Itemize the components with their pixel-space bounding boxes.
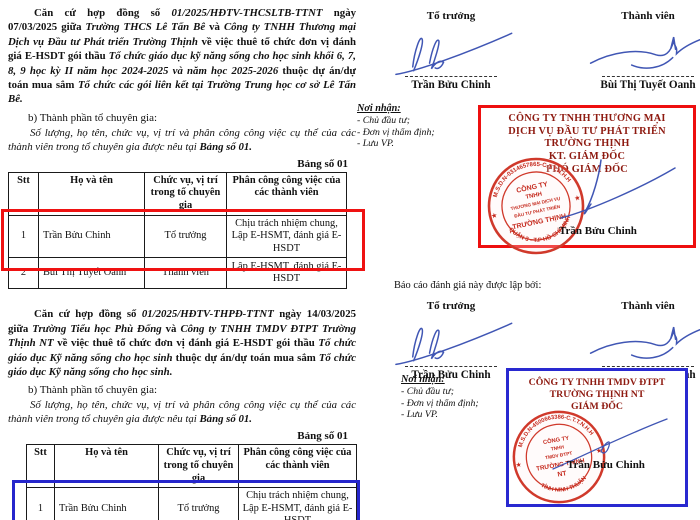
stamp-signer-name: Trần Bửu Chinh [559,225,637,237]
expert-table-1-wrap: Stt Họ và tên Chức vụ, vị trí trong tổ c… [1,171,365,290]
company-line: KT. GIÁM ĐỐC [548,151,626,163]
cell-name: Bùi Thị Tuyết Oanh [38,257,145,290]
table-row: 1 Trần Bửu Chinh Tổ trưởng Chịu trách nh… [8,214,347,259]
seal-star-icon: ★ [574,194,582,203]
signature-line [405,366,497,367]
signer-name: Trần Bửu Chinh [411,79,491,91]
contract-paragraph-1: Căn cứ hợp đồng số 01/2025/HĐTV-THCSLTB-… [8,7,357,106]
signature-block-top-left: Tổ trưởng Trần Bửu Chinh [372,10,530,91]
signature-oanh-icon [589,36,700,69]
col-name: Họ và tên [54,444,159,489]
table-row: 2 Bùi Thị Tuyết Oanh Thành viên Lập E-HS… [8,257,347,290]
table-header-row: Stt Họ và tên Chức vụ, vị trí trong tổ c… [8,171,347,216]
noi-nhan-item: - Đơn vị thẩm định; [401,397,479,409]
col-tasks: Phân công công việc của các thành viên [238,444,357,489]
cell-tasks: Lập E-HSMT, đánh giá E-HSDT [226,257,347,290]
noi-nhan-item: - Lưu VP. [357,138,395,150]
overlapping-signature-icon [560,159,676,219]
section-b-1: b) Thành phần tổ chuyên gia: [28,111,158,124]
role-label: Thành viên [621,300,675,312]
seal-center-line: TNHH [550,444,565,452]
seal-center-line: TMDV ĐTPT [545,451,573,462]
overlapping-signature-icon [552,418,668,470]
company-title: CÔNG TY TNHH THƯƠNG MẠI DỊCH VỤ ĐẦU TƯ P… [481,108,693,177]
noi-nhan-title: Nơi nhận: [357,103,401,114]
company-line: DỊCH VỤ ĐẦU TƯ PHÁT TRIỂN [508,125,666,137]
company-line: TRƯỜNG THỊNH [544,138,630,150]
company-title: CÔNG TY TNHH TMDV ĐTPT TRƯỜNG THỊNH NT G… [509,371,685,414]
table-label-2: Bảng số 01 [297,430,348,443]
stamp-signer-name: Trần Bửu Chinh [567,459,645,471]
seal-center-line: NT [557,470,568,479]
role-label: Tổ trưởng [426,300,476,312]
cell-name: Trần Bửu Chinh [38,214,145,259]
stamp-box-blue: CÔNG TY TNHH TMDV ĐTPT TRƯỜNG THỊNH NT G… [506,368,688,507]
expert-table-1: Stt Họ và tên Chức vụ, vị trí trong tổ c… [8,171,347,290]
signature-chinh-icon [395,32,513,76]
table-row: 1 Trần Bửu Chinh Tổ trưởng Chịu trách nh… [26,487,357,520]
signer-name: Bùi Thị Tuyết Oanh [600,79,696,91]
signature-chinh-icon [395,322,513,366]
table-label-1: Bảng số 01 [297,157,348,170]
cell-role: Tổ trưởng [144,214,227,259]
cell-name: Trần Bửu Chinh [54,487,159,520]
col-role: Chức vụ, vị trí trong tổ chuyên gia [144,171,227,216]
cell-stt: 1 [8,214,39,259]
seal-center-line: TNHH [525,192,543,201]
signature-line [602,76,694,77]
table-header-row: Stt Họ và tên Chức vụ, vị trí trong tổ c… [26,444,357,489]
noi-nhan-block-1: Nơi nhận: - Chủ đầu tư; - Đơn vị thẩm đị… [357,103,435,150]
expert-table-2-wrap: Stt Họ và tên Chức vụ, vị trí trong tổ c… [12,444,360,520]
signature-line [602,366,694,367]
signature-block-top-right: Thành viên Bùi Thị Tuyết Oanh [580,10,700,91]
signer-name: Trần Bửu Chinh [411,369,491,381]
left-column: Căn cứ hợp đồng số 01/2025/HĐTV-THCSLTB-… [1,6,365,520]
seal-star-icon: ★ [515,462,522,470]
signature-oanh-icon [589,326,700,359]
seal-star-icon: ★ [490,211,498,220]
noi-nhan-item: - Chủ đầu tư; [357,115,410,126]
noi-nhan-item: - Đơn vị thẩm định; [357,126,435,138]
role-label: Thành viên [621,10,675,22]
noi-nhan-title: Nơi nhận: [401,374,445,385]
company-line: GIÁM ĐỐC [571,401,623,413]
cell-stt: 2 [8,257,39,290]
contract-paragraph-2: Căn cứ hợp đồng số 01/2025/HĐTV-THPĐ-TTN… [8,308,357,379]
note-paragraph-2: Số lượng, họ tên, chức vụ, vị trí và phâ… [8,399,356,426]
section-b-2: b) Thành phần tổ chuyên gia: [28,384,158,397]
cell-role: Tổ trưởng [158,487,239,520]
col-name: Họ và tên [38,171,145,216]
note-paragraph-1: Số lượng, họ tên, chức vụ, vị trí và phâ… [8,126,356,153]
company-seal-icon: M.S.D.N-0314657865-C.T.T.N.H.H QUẬN 3 - … [488,156,585,255]
company-line: PHÓ GIÁM ĐỐC [546,163,628,175]
noi-nhan-block-2: Nơi nhận: - Chủ đầu tư; - Đơn vị thẩm đị… [401,374,479,421]
role-label: Tổ trưởng [426,10,476,22]
company-line: CÔNG TY TNHH TMDV ĐTPT [528,377,666,388]
company-line: CÔNG TY TNHH THƯƠNG MẠI [508,113,666,124]
cell-tasks: Chịu trách nhiệm chung, Lập E-HSMT, đánh… [226,214,347,259]
cell-tasks: Chịu trách nhiệm chung, Lập E-HSMT, đánh… [238,487,357,520]
expert-table-2: Stt Họ và tên Chức vụ, vị trí trong tổ c… [26,444,357,520]
signature-block-bottom-left: Tổ trưởng Trần Bửu Chinh [372,300,530,381]
col-tasks: Phân công công việc của các thành viên [226,171,347,216]
col-stt: Stt [8,171,39,216]
seal-star-icon: ★ [596,447,603,455]
noi-nhan-item: - Lưu VP. [401,409,439,421]
stamp-box-red: CÔNG TY TNHH THƯƠNG MẠI DỊCH VỤ ĐẦU TƯ P… [478,105,696,255]
company-line: TRƯỜNG THỊNH NT [549,389,645,401]
cell-stt: 1 [26,487,55,520]
cell-role: Thành viên [144,257,227,290]
col-stt: Stt [26,444,55,489]
signature-line [405,76,497,77]
noi-nhan-item: - Chủ đầu tư; [401,386,454,397]
col-role: Chức vụ, vị trí trong tổ chuyên gia [158,444,239,489]
report-made-by-text: Báo cáo đánh giá này được lập bởi: [394,280,542,291]
